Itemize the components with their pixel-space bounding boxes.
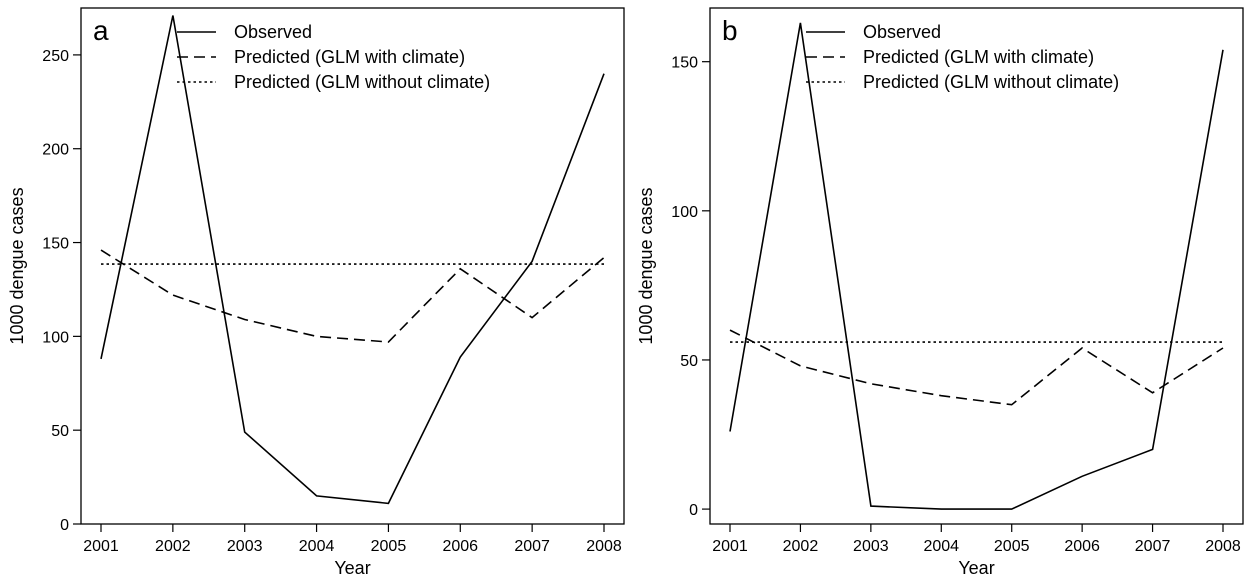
x-tick-label: 2001 (83, 538, 119, 555)
y-tick-label: 50 (51, 423, 69, 440)
x-tick-label: 2008 (1205, 538, 1241, 555)
legend-label: Predicted (GLM without climate) (234, 72, 490, 92)
series-line-solid (100, 15, 605, 505)
y-tick-label: 100 (42, 329, 69, 346)
x-tick-label: 2005 (371, 538, 407, 555)
y-tick-label: 100 (671, 204, 698, 221)
legend-label: Predicted (GLM without climate) (863, 72, 1119, 92)
legend-label: Predicted (GLM with climate) (863, 47, 1094, 67)
x-tick-label: 2008 (586, 538, 622, 555)
y-tick-label: 0 (689, 502, 698, 519)
legend-label: Observed (863, 22, 941, 42)
y-axis-title: 1000 dengue cases (7, 187, 27, 344)
panel-label: a (93, 15, 109, 46)
panel-label: b (722, 15, 738, 46)
x-tick-label: 2004 (923, 538, 959, 555)
x-tick-label: 2007 (514, 538, 550, 555)
chart-panel-a: 0 50 100 150 200 250 2001 2002 2003 2004 2005 2006 2… (7, 7, 625, 578)
series-line-dashed (729, 329, 1224, 406)
x-tick-label: 2002 (783, 538, 819, 555)
x-tick-label: 2003 (227, 538, 263, 555)
x-tick-label: 2001 (712, 538, 748, 555)
y-tick-label: 250 (42, 48, 69, 65)
legend-label: Observed (234, 22, 312, 42)
x-tick-label: 2004 (299, 538, 335, 555)
y-tick-label: 50 (680, 353, 698, 370)
legend-label: Predicted (GLM with climate) (234, 47, 465, 67)
x-tick-label: 2003 (853, 538, 889, 555)
chart-panel-b: 0 50 100 150 2001 2002 2003 2004 2005 2006 2007 200… (636, 7, 1244, 578)
plot-frame (80, 7, 625, 525)
x-tick-label: 2005 (994, 538, 1030, 555)
y-tick-label: 200 (42, 142, 69, 159)
x-tick-label: 2007 (1135, 538, 1171, 555)
series-line-solid (729, 22, 1224, 510)
x-tick-label: 2006 (442, 538, 478, 555)
y-tick-label: 150 (42, 236, 69, 253)
x-tick-label: 2002 (155, 538, 191, 555)
x-tick-label: 2006 (1064, 538, 1100, 555)
x-axis-title: Year (334, 558, 370, 578)
plot-frame (709, 7, 1244, 525)
y-tick-label: 0 (60, 517, 69, 534)
x-axis-title: Year (958, 558, 994, 578)
y-axis-title: 1000 dengue cases (636, 187, 656, 344)
y-tick-label: 150 (671, 55, 698, 72)
series-line-dashed (100, 249, 605, 343)
